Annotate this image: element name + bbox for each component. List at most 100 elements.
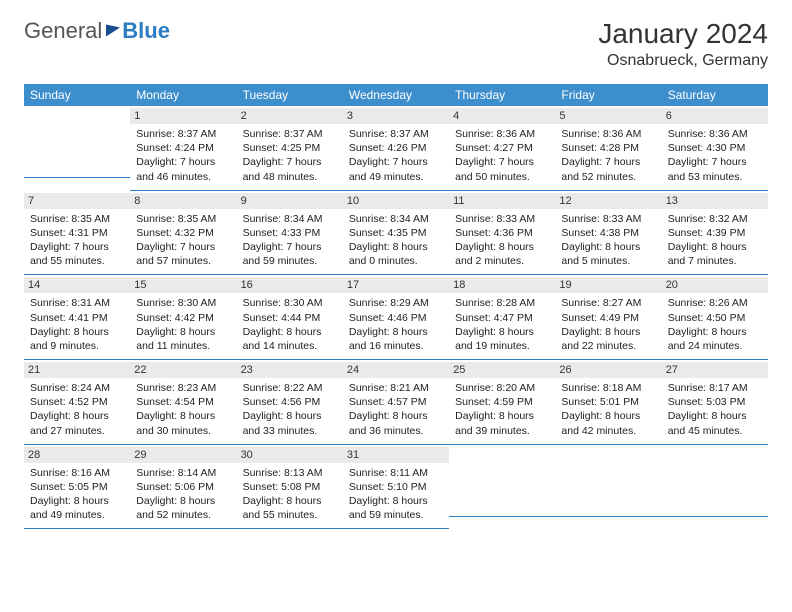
daylight-text-1: Daylight: 7 hours [561,155,655,169]
day-info: Sunrise: 8:26 AMSunset: 4:50 PMDaylight:… [668,296,762,353]
daylight-text-1: Daylight: 7 hours [455,155,549,169]
calendar-day-cell: 4Sunrise: 8:36 AMSunset: 4:27 PMDaylight… [449,106,555,191]
sunset-text: Sunset: 4:31 PM [30,226,124,240]
weekday-header: Tuesday [237,84,343,106]
calendar-day-cell: 17Sunrise: 8:29 AMSunset: 4:46 PMDayligh… [343,275,449,360]
daylight-text-2: and 14 minutes. [243,339,337,353]
sunrise-text: Sunrise: 8:35 AM [30,212,124,226]
day-number [555,447,661,451]
daylight-text-2: and 53 minutes. [668,170,762,184]
day-info: Sunrise: 8:34 AMSunset: 4:35 PMDaylight:… [349,212,443,269]
calendar-day-cell: 30 Sunrise: 8:13 AMSunset: 5:08 PMDayligh… [237,445,343,530]
sunset-text: Sunset: 4:39 PM [668,226,762,240]
daylight-text-2: and 52 minutes. [136,508,230,522]
day-info: Sunrise: 8:36 AMSunset: 4:30 PMDaylight:… [668,127,762,184]
day-number: 13 [662,193,768,209]
calendar-day-cell: 22Sunrise: 8:23 AMSunset: 4:54 PMDayligh… [130,360,236,445]
weekday-header: Saturday [662,84,768,106]
daylight-text-1: Daylight: 7 hours [30,240,124,254]
day-number [24,108,130,112]
daylight-text-2: and 49 minutes. [30,508,124,522]
daylight-text-1: Daylight: 8 hours [668,325,762,339]
day-info: Sunrise: 8:22 AMSunset: 4:56 PMDaylight:… [243,381,337,438]
sunset-text: Sunset: 4:59 PM [455,395,549,409]
day-info: Sunrise: 8:13 AMSunset: 5:08 PMDaylight:… [243,466,337,523]
calendar-day-cell: 9Sunrise: 8:34 AMSunset: 4:33 PMDaylight… [237,191,343,276]
calendar-day-cell: 2Sunrise: 8:37 AMSunset: 4:25 PMDaylight… [237,106,343,191]
sunrise-text: Sunrise: 8:14 AM [136,466,230,480]
daylight-text-1: Daylight: 7 hours [349,155,443,169]
daylight-text-1: Daylight: 8 hours [668,409,762,423]
calendar-day-cell: 14Sunrise: 8:31 AMSunset: 4:41 PMDayligh… [24,275,130,360]
sunrise-text: Sunrise: 8:22 AM [243,381,337,395]
daylight-text-2: and 39 minutes. [455,424,549,438]
title-block: January 2024 Osnabrueck, Germany [598,18,768,70]
calendar-week-row: 1Sunrise: 8:37 AMSunset: 4:24 PMDaylight… [24,106,768,191]
day-info: Sunrise: 8:32 AMSunset: 4:39 PMDaylight:… [668,212,762,269]
daylight-text-2: and 9 minutes. [30,339,124,353]
day-number: 27 [662,362,768,378]
sunrise-text: Sunrise: 8:27 AM [561,296,655,310]
day-info: Sunrise: 8:33 AMSunset: 4:36 PMDaylight:… [455,212,549,269]
day-number: 11 [449,193,555,209]
calendar-day-cell: 20Sunrise: 8:26 AMSunset: 4:50 PMDayligh… [662,275,768,360]
calendar-day-cell: 21Sunrise: 8:24 AMSunset: 4:52 PMDayligh… [24,360,130,445]
calendar-table: Sunday Monday Tuesday Wednesday Thursday… [24,84,768,529]
day-info: Sunrise: 8:35 AMSunset: 4:31 PMDaylight:… [30,212,124,269]
sunset-text: Sunset: 5:01 PM [561,395,655,409]
daylight-text-2: and 55 minutes. [30,254,124,268]
daylight-text-2: and 46 minutes. [136,170,230,184]
day-info: Sunrise: 8:36 AMSunset: 4:28 PMDaylight:… [561,127,655,184]
sunrise-text: Sunrise: 8:37 AM [243,127,337,141]
daylight-text-2: and 49 minutes. [349,170,443,184]
sunrise-text: Sunrise: 8:18 AM [561,381,655,395]
calendar-week-row: 21Sunrise: 8:24 AMSunset: 4:52 PMDayligh… [24,360,768,445]
logo-part2: Blue [122,18,170,44]
sunrise-text: Sunrise: 8:37 AM [349,127,443,141]
daylight-text-1: Daylight: 7 hours [668,155,762,169]
daylight-text-1: Daylight: 7 hours [243,240,337,254]
daylight-text-1: Daylight: 8 hours [243,494,337,508]
sunset-text: Sunset: 5:03 PM [668,395,762,409]
day-number: 16 [237,277,343,293]
calendar-day-cell [555,445,661,530]
calendar-day-cell [662,445,768,530]
calendar-day-cell: 31Sunrise: 8:11 AMSunset: 5:10 PMDayligh… [343,445,449,530]
day-number: 30 [237,447,343,463]
daylight-text-2: and 5 minutes. [561,254,655,268]
daylight-text-2: and 7 minutes. [668,254,762,268]
daylight-text-1: Daylight: 8 hours [455,409,549,423]
daylight-text-2: and 45 minutes. [668,424,762,438]
calendar-day-cell: 29Sunrise: 8:14 AMSunset: 5:06 PMDayligh… [130,445,236,530]
day-number: 24 [343,362,449,378]
daylight-text-1: Daylight: 8 hours [136,325,230,339]
calendar-week-row: 14Sunrise: 8:31 AMSunset: 4:41 PMDayligh… [24,275,768,360]
daylight-text-1: Daylight: 8 hours [561,240,655,254]
sunset-text: Sunset: 4:50 PM [668,311,762,325]
calendar-day-cell: 3Sunrise: 8:37 AMSunset: 4:26 PMDaylight… [343,106,449,191]
calendar-day-cell: 26Sunrise: 8:18 AMSunset: 5:01 PMDayligh… [555,360,661,445]
daylight-text-2: and 24 minutes. [668,339,762,353]
calendar-day-cell: 15Sunrise: 8:30 AMSunset: 4:42 PMDayligh… [130,275,236,360]
daylight-text-2: and 52 minutes. [561,170,655,184]
daylight-text-1: Daylight: 8 hours [668,240,762,254]
sunset-text: Sunset: 4:56 PM [243,395,337,409]
sunset-text: Sunset: 4:33 PM [243,226,337,240]
day-number: 10 [343,193,449,209]
weekday-header-row: Sunday Monday Tuesday Wednesday Thursday… [24,84,768,106]
daylight-text-2: and 36 minutes. [349,424,443,438]
sunset-text: Sunset: 4:28 PM [561,141,655,155]
daylight-text-1: Daylight: 8 hours [30,494,124,508]
location-label: Osnabrueck, Germany [598,52,768,70]
daylight-text-1: Daylight: 8 hours [561,409,655,423]
weekday-header: Wednesday [343,84,449,106]
sunset-text: Sunset: 4:27 PM [455,141,549,155]
daylight-text-2: and 57 minutes. [136,254,230,268]
daylight-text-1: Daylight: 8 hours [455,240,549,254]
calendar-week-row: 28Sunrise: 8:16 AMSunset: 5:05 PMDayligh… [24,445,768,530]
day-info: Sunrise: 8:35 AMSunset: 4:32 PMDaylight:… [136,212,230,269]
calendar-day-cell [449,445,555,530]
sunset-text: Sunset: 4:44 PM [243,311,337,325]
sunset-text: Sunset: 4:32 PM [136,226,230,240]
sunrise-text: Sunrise: 8:21 AM [349,381,443,395]
